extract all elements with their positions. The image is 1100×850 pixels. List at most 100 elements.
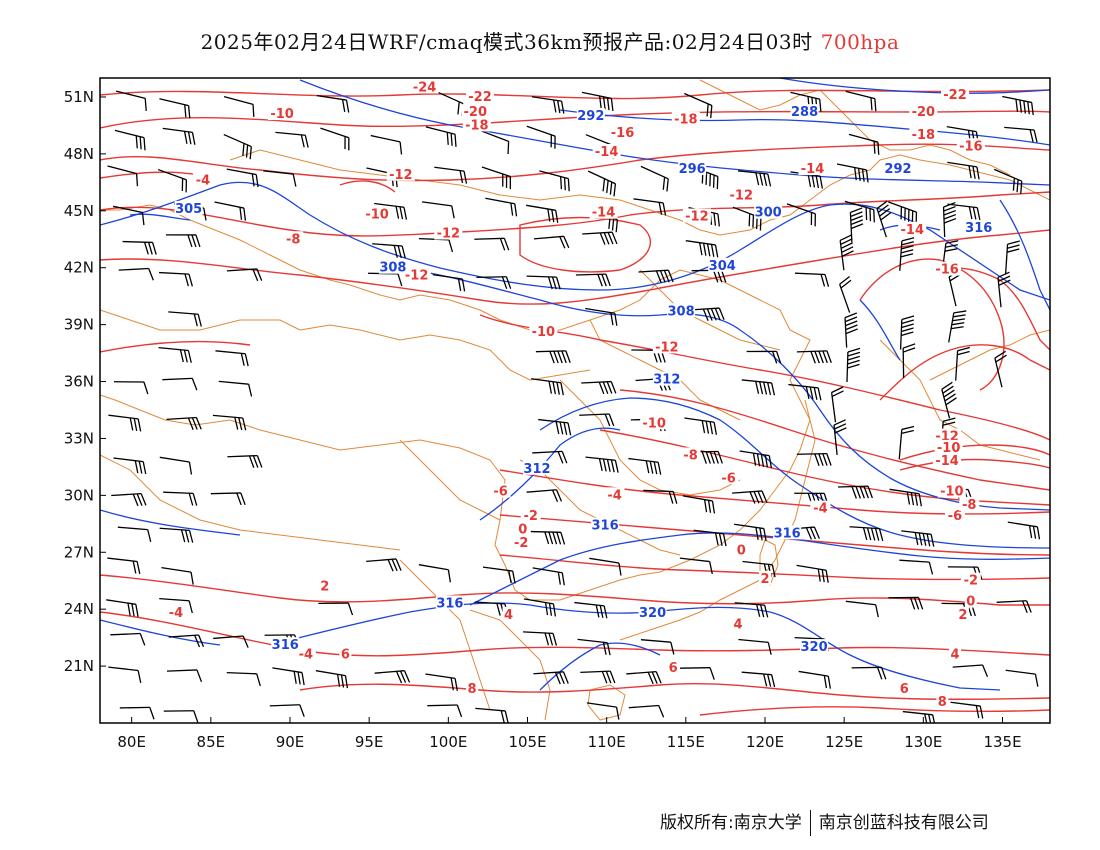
wind-barb [581, 380, 617, 395]
lat-tick-label: 21N [64, 657, 94, 675]
temperature-labels: -24-22-20-18-16-18-20-22-18-16-14-14-12-… [166, 79, 985, 710]
temperature-label: -18 [674, 113, 698, 128]
contour-label-bg [754, 204, 783, 219]
wind-barb [996, 600, 1032, 613]
wind-barb [435, 90, 464, 117]
wind-barb [580, 670, 616, 684]
wind-barb [107, 165, 139, 187]
temperature-label: -12 [730, 189, 754, 204]
wind-barb [158, 271, 193, 287]
contour-label-bg [640, 415, 669, 430]
wind-barb [688, 450, 723, 464]
wind-barb [538, 418, 572, 436]
contour-label-bg [502, 606, 515, 621]
wind-barb [531, 378, 564, 396]
wind-barb [741, 379, 776, 396]
temperature-label: -14 [935, 454, 959, 469]
height-label: 296 [679, 162, 706, 177]
wind-barb [741, 671, 776, 688]
contour-label-bg [589, 204, 618, 219]
contour-label-bg [638, 604, 667, 619]
isotherms-layer [100, 89, 1050, 716]
contour-label-bg [435, 595, 464, 610]
wind-barb [679, 557, 713, 575]
height-label: 284 [799, 67, 826, 82]
province-lines-2 [399, 439, 501, 521]
wind-barb [955, 346, 970, 381]
height-label: 312 [523, 462, 550, 477]
contour-label-bg [516, 521, 529, 536]
contour-label-bg [410, 79, 439, 94]
wind-barb [372, 243, 406, 259]
wind-barb [844, 200, 875, 223]
map-frame [99, 77, 1051, 724]
wind-barb [849, 207, 864, 243]
wind-barb [684, 92, 713, 119]
wind-barb [272, 667, 305, 686]
wind-barb [876, 200, 892, 238]
contour-label-bg [667, 659, 680, 674]
wind-barb [902, 710, 936, 723]
wind-barb [633, 198, 667, 216]
wind-barb [111, 492, 147, 507]
wind-barb [533, 671, 569, 685]
wind-barb [947, 203, 981, 221]
wind-barb [574, 601, 608, 619]
contour-label-bg [466, 680, 479, 695]
wind-barb [526, 125, 556, 149]
wind-barb [845, 600, 879, 618]
wind-barb [315, 670, 349, 689]
wind-barb [899, 237, 915, 271]
hainan-island [587, 684, 626, 721]
lat-tick-label: 36N [64, 373, 94, 391]
wind-barb [215, 350, 249, 367]
contour-label-bg [268, 106, 297, 121]
contour-label-bg [174, 200, 203, 215]
contour-label-bg [759, 570, 771, 585]
lon-tick-label: 100E [429, 733, 467, 751]
wind-barb [168, 311, 202, 327]
map-title: 2025年02月24日WRF/cmaq模式36km预报产品:02月24日03时 7… [0, 26, 1100, 55]
contour-label-bg [671, 111, 700, 126]
contour-label-bg [271, 637, 300, 652]
lon-tick-label: 85E [197, 733, 226, 751]
contour-label-bg [604, 487, 625, 502]
wind-barb [626, 670, 662, 685]
wind-barb [427, 704, 463, 718]
wind-barb [638, 269, 674, 283]
wind-barb [159, 456, 193, 475]
wind-barb [682, 495, 716, 514]
indochina-border [399, 559, 491, 711]
temperature-label: -4 [196, 173, 210, 188]
height-label: 288 [791, 105, 818, 120]
contour-label-bg [529, 324, 558, 339]
wind-barb [846, 347, 861, 382]
wind-barb [485, 197, 518, 217]
temperature-label: -8 [286, 232, 300, 247]
wind-barb [210, 492, 246, 506]
wind-barb [739, 450, 773, 469]
wind-barb [163, 491, 198, 506]
wind-barb [575, 273, 611, 287]
title-main: 2025年02月24日WRF/cmaq模式36km预报产品:02月24日03时 [200, 30, 813, 54]
wind-barb [122, 240, 157, 255]
wind-barb [159, 98, 191, 119]
wind-barb [952, 664, 989, 677]
wind-barb [226, 268, 263, 282]
wind-barb [275, 131, 309, 148]
temperature-label: 4 [734, 617, 743, 632]
wind-barb [425, 126, 457, 147]
southeast-asia-coast [469, 609, 551, 721]
wind-barb [947, 161, 980, 180]
copyright-separator [809, 810, 811, 836]
contour-label-bg [592, 143, 621, 158]
wind-barb [212, 414, 247, 431]
wind-barb [475, 707, 509, 723]
wind-barb [223, 95, 255, 117]
contour-label-bg [678, 161, 707, 176]
wind-barb [738, 638, 772, 655]
wind-barb [227, 454, 263, 468]
wind-barb [1002, 95, 1034, 116]
wind-barb [161, 566, 194, 585]
contour-label-bg [937, 483, 966, 498]
